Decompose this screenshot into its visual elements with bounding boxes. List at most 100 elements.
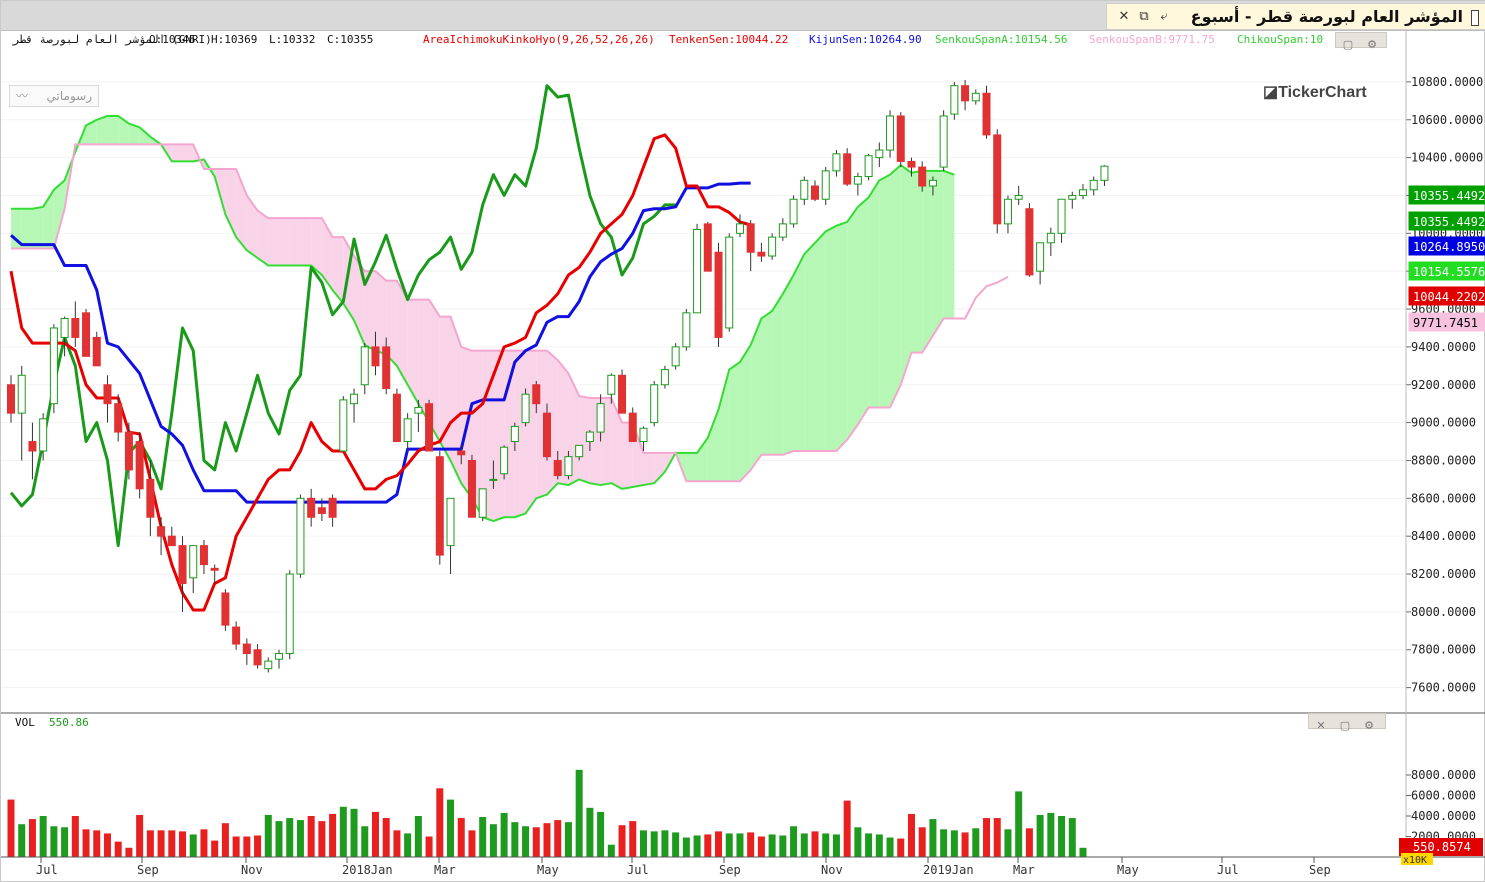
cloud-segment xyxy=(739,345,751,482)
candle-body xyxy=(71,318,80,338)
settings-icon[interactable]: ⚙ xyxy=(1367,38,1377,51)
volume-bar xyxy=(61,827,69,857)
close-icon[interactable]: ✕ xyxy=(1118,9,1130,24)
cloud-segment xyxy=(547,350,558,495)
volume-bar xyxy=(1079,847,1087,857)
volume-bar xyxy=(543,823,551,857)
volume-bar xyxy=(50,826,58,857)
volume-bar xyxy=(1036,814,1044,857)
volume-bar xyxy=(918,827,926,857)
volume-bar xyxy=(286,818,294,857)
candle-body xyxy=(735,223,744,234)
volume-bar xyxy=(618,825,626,857)
candle-body xyxy=(221,592,230,626)
volume-bar xyxy=(768,834,776,857)
candle-body xyxy=(778,223,787,238)
maximize-panel-icon[interactable]: ▢ xyxy=(1339,719,1351,732)
chart-area[interactable]: 10800.000010600.000010400.000010200.0000… xyxy=(1,31,1485,882)
candle-body xyxy=(414,406,423,414)
price-badge-label: 10355.4492 xyxy=(1413,215,1485,229)
candle-body xyxy=(392,393,401,443)
price-badge xyxy=(1408,312,1485,332)
cloud-segment xyxy=(375,271,387,355)
volume-bar xyxy=(961,832,969,857)
candle-body xyxy=(618,374,627,414)
candle-body xyxy=(1057,198,1066,234)
volume-bar xyxy=(264,814,272,857)
title-bar[interactable]: ✕ ⧉ ⤶ المؤشر العام لبورصة قطر - أسبوع xyxy=(1,1,1485,31)
volume-bar xyxy=(114,841,122,857)
candle-body xyxy=(982,92,991,136)
cloud-segment xyxy=(321,218,333,291)
cloud-segment xyxy=(900,165,912,385)
cloud-segment xyxy=(364,271,376,351)
cloud-segment xyxy=(890,165,901,408)
candle-body xyxy=(253,649,262,666)
candle-body xyxy=(1003,198,1012,225)
volume-bar xyxy=(404,833,412,857)
detach-icon[interactable]: ⤶ xyxy=(1160,9,1168,24)
candle-body xyxy=(60,318,69,338)
restore-icon[interactable]: ⧉ xyxy=(1139,9,1149,24)
candle-body xyxy=(832,153,841,172)
candle-body xyxy=(135,441,144,490)
candle-body xyxy=(242,643,251,655)
axes: 10800.000010600.000010400.000010200.0000… xyxy=(1,31,1485,877)
ichimoku-chart[interactable]: 10800.000010600.000010400.000010200.0000… xyxy=(1,31,1485,882)
volume-bars xyxy=(7,769,1087,857)
volume-bar xyxy=(907,813,915,857)
time-tick-label: May xyxy=(537,863,559,877)
volume-bar xyxy=(811,831,819,857)
volume-bar xyxy=(522,826,530,857)
candle-body xyxy=(28,441,37,452)
cloud-segment xyxy=(782,274,794,455)
cloud-segment xyxy=(450,316,462,484)
candle-body xyxy=(521,393,530,424)
candle-body xyxy=(757,251,766,257)
candle-body xyxy=(7,384,15,414)
legend-item: SenkouSpanA:10154.56 xyxy=(935,33,1067,46)
panel-settings-icon[interactable]: ⚙ xyxy=(1364,719,1374,732)
volume-bar xyxy=(275,821,283,857)
cloud-segment xyxy=(107,115,119,145)
volume-bar xyxy=(168,830,176,857)
candle-body xyxy=(17,374,26,414)
candle-body xyxy=(1068,194,1077,200)
volume-bar xyxy=(254,835,262,857)
candle-body xyxy=(350,393,359,405)
time-tick-label: Mar xyxy=(1013,863,1035,877)
volume-bar xyxy=(361,826,369,857)
price-tick-label: 9200.0000 xyxy=(1411,378,1476,392)
cloud-segment xyxy=(32,206,44,249)
volume-bar xyxy=(157,830,165,857)
candle-body xyxy=(1046,232,1055,244)
cloud-segment xyxy=(815,231,826,451)
chikou-span-line xyxy=(9,84,676,548)
candle-body xyxy=(446,497,455,547)
volume-bar xyxy=(886,837,894,857)
volume-bar xyxy=(318,821,326,857)
candle-body xyxy=(886,115,895,151)
time-tick-label: 2019Jan xyxy=(923,863,974,877)
cloud-segment xyxy=(139,127,151,145)
cloud-segment xyxy=(311,218,322,275)
volume-bar xyxy=(189,834,197,857)
volume-panel-controls: ✕ ▢ ⚙ xyxy=(1308,713,1386,732)
close-panel-icon[interactable]: ✕ xyxy=(1316,719,1326,732)
volume-legend-value: 550.86 xyxy=(49,716,89,729)
legend-item: L:10332 xyxy=(269,33,315,46)
volume-bar xyxy=(511,822,519,857)
time-tick-label: Jul xyxy=(1217,863,1239,877)
legend-item: C:10355 xyxy=(327,33,373,46)
main-panel-controls: ▢ ⚙ xyxy=(1335,32,1387,51)
volume-bar xyxy=(350,808,358,857)
title-checkbox[interactable] xyxy=(1471,10,1479,26)
candle-body xyxy=(264,660,273,670)
kijun-sen-line xyxy=(10,181,751,504)
candle-body xyxy=(543,412,551,458)
maximize-icon[interactable]: ▢ xyxy=(1342,38,1354,51)
legend: المؤشر العام لبورصة قطر (GNRI)O:10346 H:1… xyxy=(12,33,1323,729)
drawings-button[interactable]: 〰 رسوماتي xyxy=(9,85,99,107)
candle-body xyxy=(714,251,723,338)
volume-badge xyxy=(1399,838,1483,856)
